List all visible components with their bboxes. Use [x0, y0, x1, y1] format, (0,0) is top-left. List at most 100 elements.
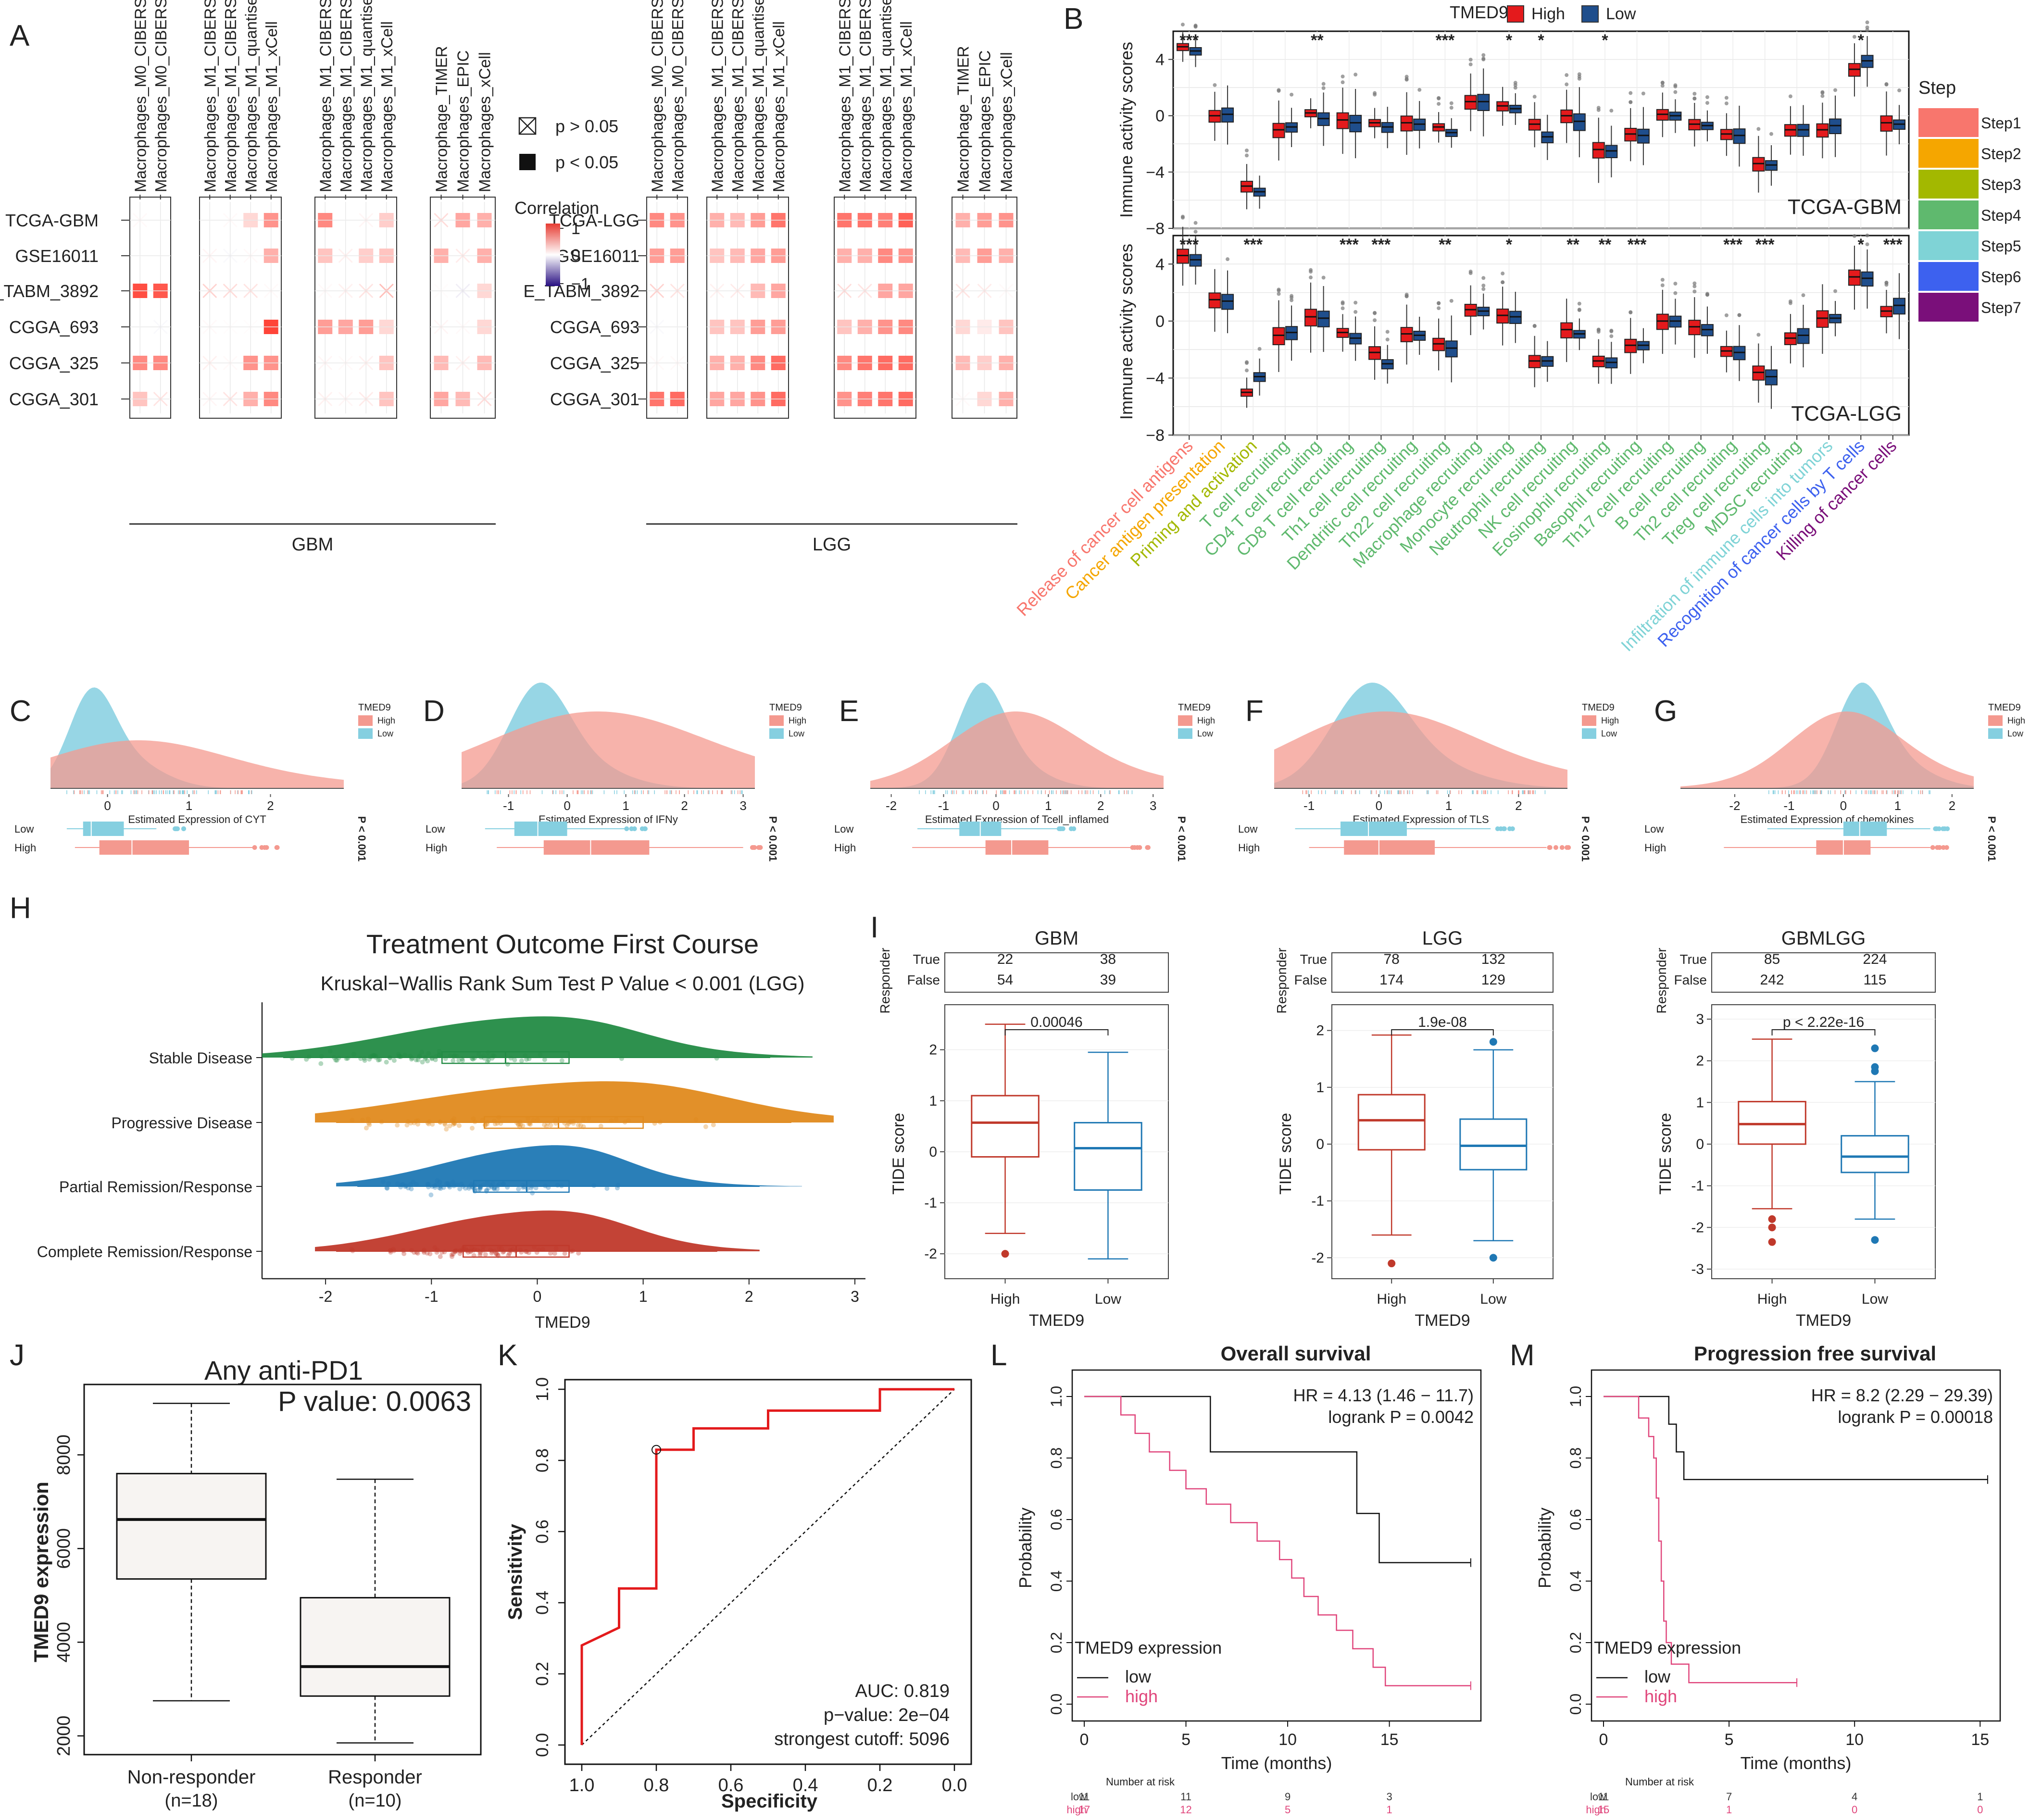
outlier [1193, 229, 1198, 234]
outlier [1145, 845, 1150, 850]
risk-row-label: high [1066, 1804, 1087, 1816]
x-tick-label: Low [1862, 1291, 1888, 1307]
outlier [1660, 80, 1665, 85]
false-count: 54 [997, 972, 1013, 988]
jitter-point [483, 1252, 488, 1257]
facet-label: TCGA-LGG [1791, 402, 1902, 425]
chart-title: Any anti-PD1 [204, 1355, 363, 1385]
diagonal-reference [581, 1389, 955, 1745]
jitter-point [442, 1249, 447, 1255]
jitter-point [437, 1048, 442, 1054]
outlier [1373, 311, 1377, 315]
jitter-point [495, 1252, 501, 1257]
jitter-point [548, 1250, 553, 1256]
jitter-point [693, 1117, 699, 1122]
true-count: 132 [1481, 951, 1505, 967]
outlier [1388, 1259, 1396, 1268]
auc-label: AUC: 0.819 [855, 1681, 950, 1701]
y-tick-label: 1 [1316, 1080, 1324, 1096]
jitter-point [435, 1178, 440, 1184]
legend-label-high: high [1644, 1686, 1677, 1706]
outlier [1673, 282, 1678, 286]
jitter-point [451, 1183, 457, 1188]
y-tick-label: 0.2 [1567, 1632, 1584, 1653]
heatmap-column-label: Macrophages_M1_CIBERSORT [201, 0, 219, 192]
legend-swatch-high [358, 715, 373, 726]
box-row-label: Low [1644, 823, 1664, 835]
chart-title: Overall survival [1221, 1342, 1371, 1365]
step-legend-swatch [1918, 293, 1979, 322]
jitter-point [540, 1247, 545, 1252]
significance-stars: ** [1311, 31, 1324, 50]
outlier [1865, 28, 1869, 32]
x-tick-label: -2 [1729, 798, 1740, 813]
jitter-point [517, 1119, 523, 1124]
jitter-point [546, 1185, 551, 1190]
box [484, 1116, 644, 1129]
km-curve-high [1084, 1396, 1471, 1686]
step-legend-label: Step6 [1981, 268, 2021, 286]
box [1841, 1135, 1909, 1173]
heatmap-row-label: E_TABM_3892 [0, 281, 99, 301]
jitter-point [482, 1056, 487, 1061]
step-legend-swatch [1918, 108, 1979, 137]
legend-swatch-high [1988, 715, 2003, 726]
outlier [1768, 1223, 1776, 1232]
outlier [1513, 81, 1517, 85]
colorbar [546, 224, 560, 286]
outlier [1321, 86, 1326, 90]
legend-label-low: Low [789, 729, 805, 738]
outlier [1468, 269, 1473, 274]
y-tick-label: 1.0 [1567, 1386, 1584, 1407]
heatmap-row-label: CGGA_693 [550, 317, 639, 337]
x-tick-label: 0 [533, 1288, 542, 1305]
jitter-point [411, 1179, 416, 1184]
heatmap-block-frame [834, 197, 916, 419]
y-tick-label: 0.8 [1567, 1447, 1584, 1469]
box [985, 840, 1049, 855]
jitter-point [304, 1057, 309, 1062]
x-tick-label: 0 [1840, 798, 1847, 813]
heatmap-column-label: Macrophages_M0_CIBERSORT [131, 0, 149, 192]
outlier [1245, 153, 1249, 158]
heatmap-row-label: TCGA-GBM [5, 211, 99, 230]
outlier [1788, 301, 1792, 305]
box [1829, 118, 1842, 134]
x-tick-label: 0.0 [942, 1775, 967, 1795]
outlier [624, 826, 629, 831]
outlier [1833, 289, 1837, 293]
jitter-point [444, 1126, 449, 1132]
outlier [1468, 62, 1473, 66]
significance-stars: ** [1439, 236, 1452, 254]
box [1317, 311, 1330, 327]
risk-value: 11 [1180, 1791, 1191, 1803]
outlier [1507, 826, 1512, 831]
p-value-label: P < 0.001 [1176, 816, 1188, 861]
jitter-point [568, 1119, 573, 1124]
jitter-point [527, 1121, 532, 1126]
outlier [1577, 76, 1581, 81]
box [1074, 1122, 1142, 1191]
x-tick-label: Low [1480, 1291, 1506, 1307]
x-tick-label: 0 [1599, 1731, 1608, 1749]
box [1880, 115, 1893, 132]
outlier [1930, 845, 1935, 850]
jitter-point [486, 1058, 491, 1063]
step-legend-label: Step1 [1981, 114, 2021, 132]
jitter-point [510, 1247, 515, 1252]
legend-filled-label: p < 0.05 [555, 152, 618, 172]
jitter-point [485, 1122, 490, 1127]
significance-stars: * [1858, 236, 1865, 254]
panel-letter-K: K [498, 1339, 517, 1372]
box [1592, 142, 1605, 159]
jitter-point [472, 1056, 477, 1061]
outlier [1481, 276, 1486, 280]
outlier [1724, 313, 1729, 317]
jitter-point [469, 1245, 474, 1250]
jitter-point [480, 1118, 485, 1123]
heatmap-row-label: CGGA_325 [550, 353, 639, 373]
jitter-point [451, 1058, 456, 1063]
box [1656, 313, 1669, 330]
jitter-point [414, 1250, 419, 1255]
jitter-point [432, 1245, 438, 1250]
